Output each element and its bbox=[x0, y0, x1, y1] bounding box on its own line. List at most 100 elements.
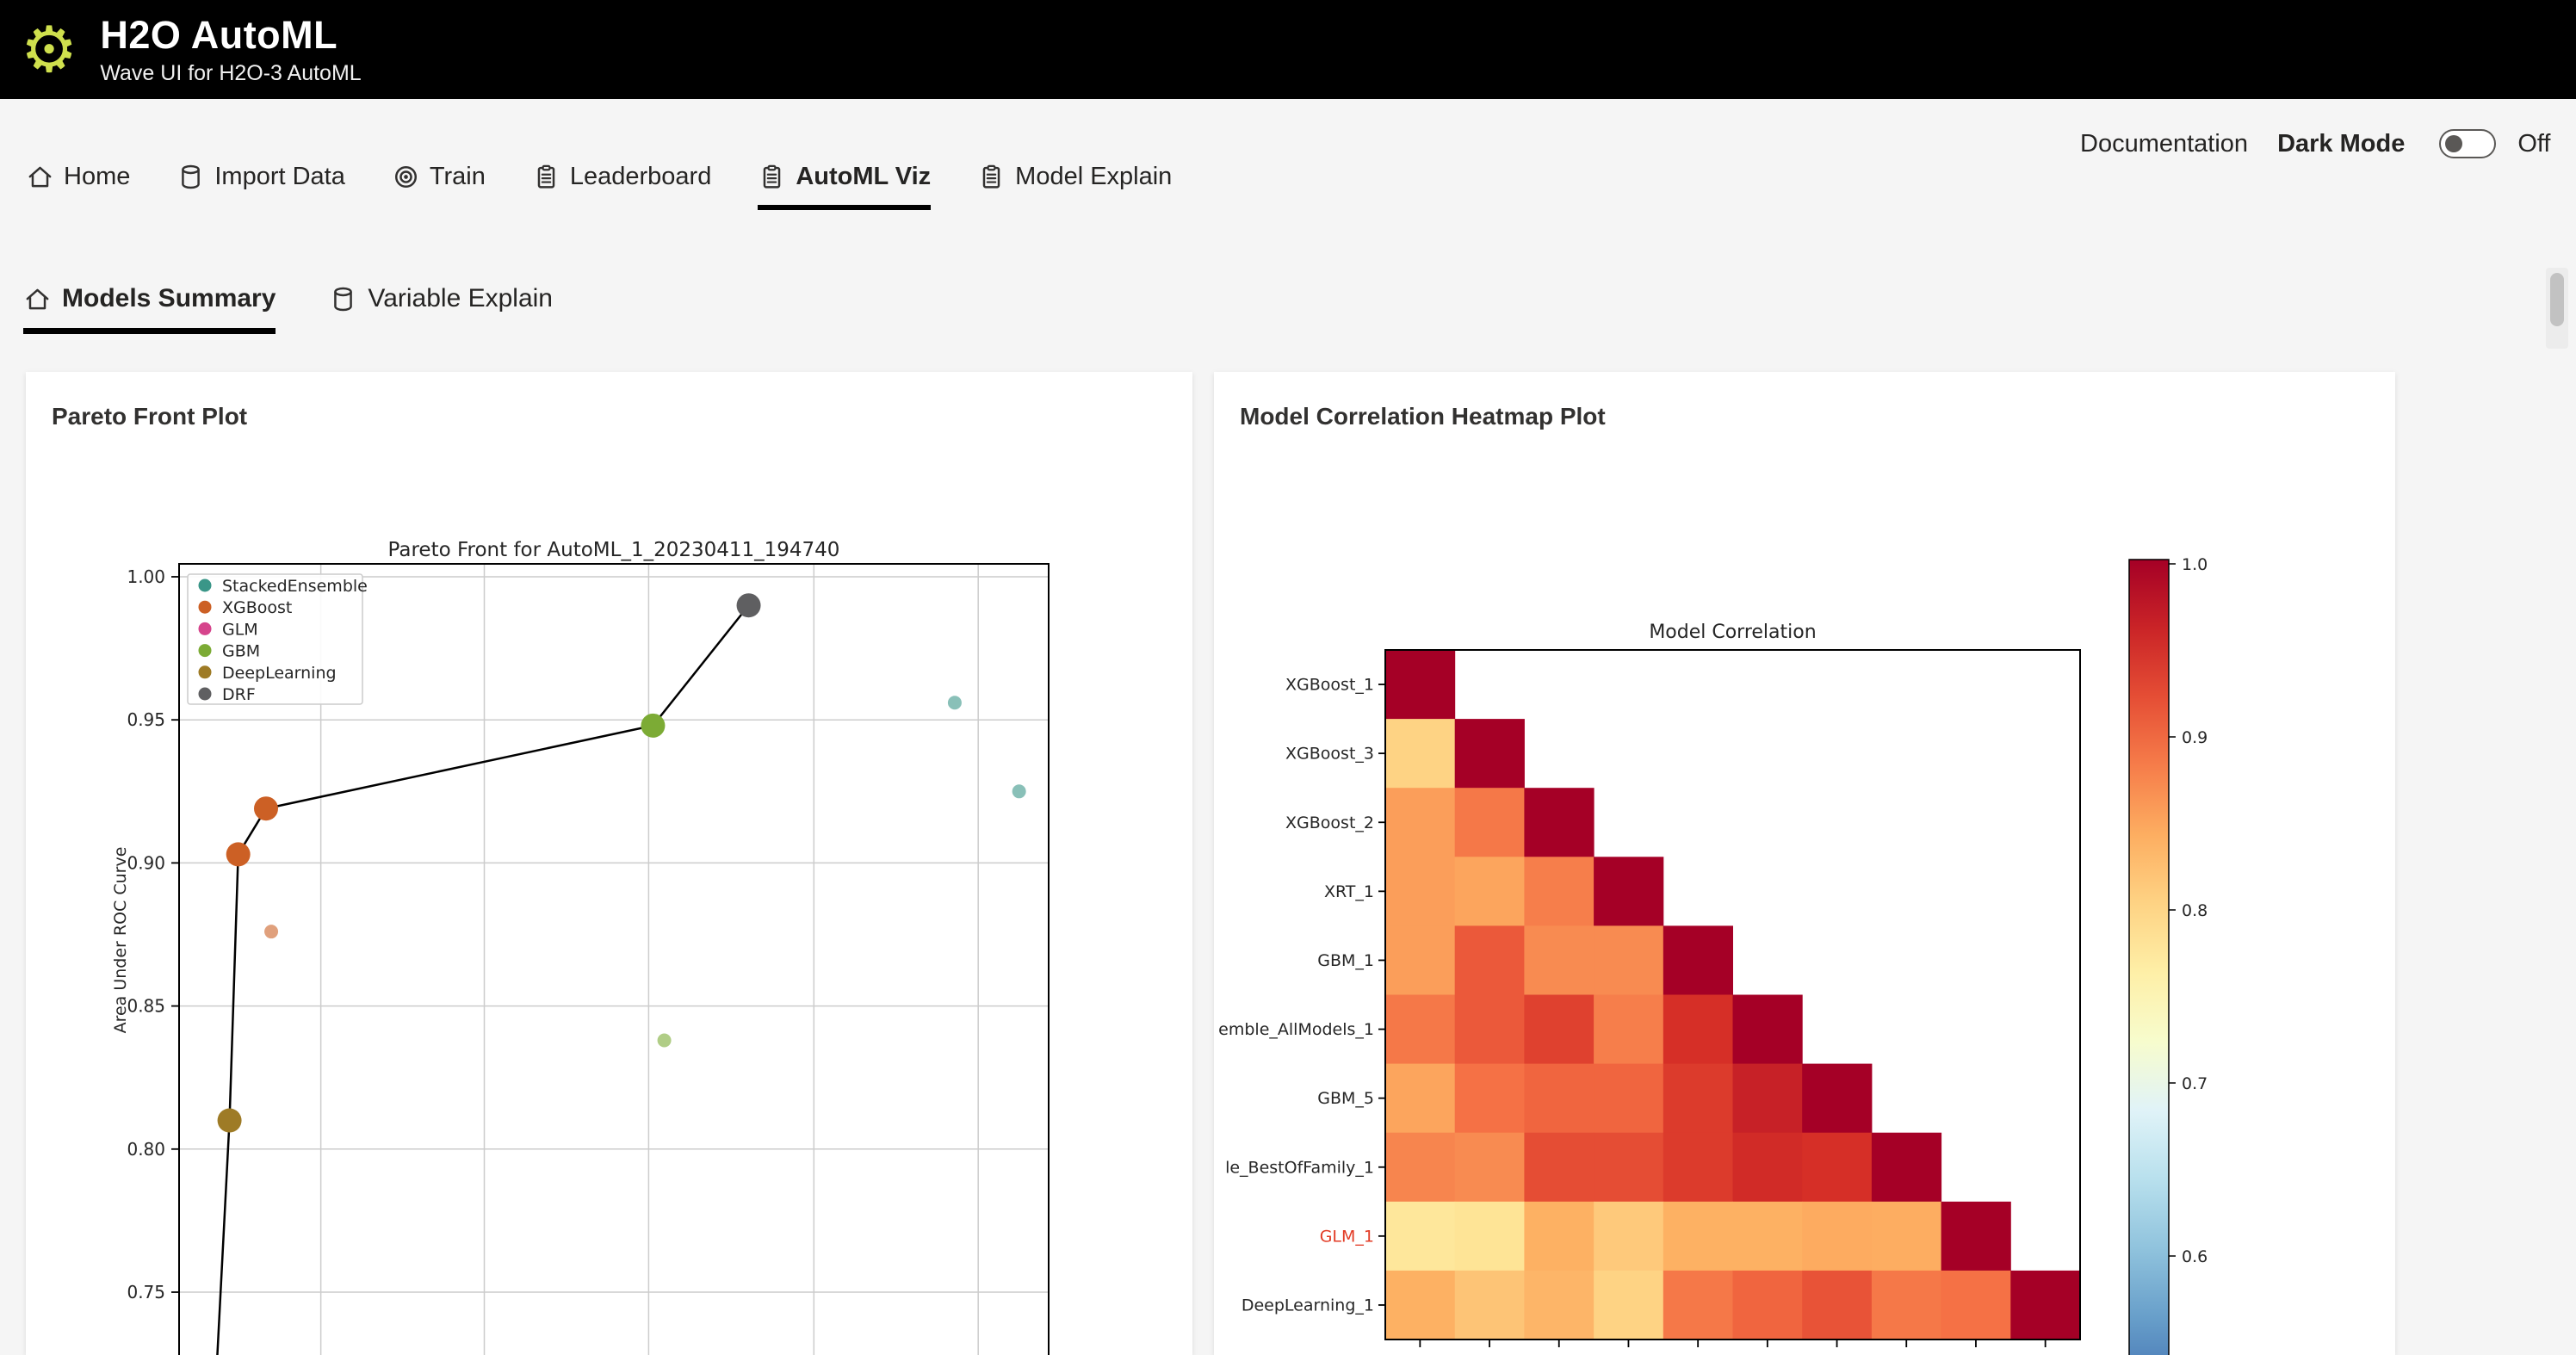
heatmap-row-label-gbm-5: GBM_5 bbox=[1317, 1089, 1374, 1108]
heatmap-cell bbox=[1385, 1063, 1456, 1134]
svg-text:0.80: 0.80 bbox=[127, 1139, 165, 1160]
database-icon bbox=[334, 287, 353, 311]
tab-leaderboard[interactable]: Leaderboard bbox=[532, 163, 711, 210]
pareto-front-card: Pareto Front Plot 1.00 0.95 0.90 0.85 0.80 0.… bbox=[26, 372, 1192, 1355]
heatmap-cell bbox=[1454, 719, 1525, 789]
svg-text:0.9: 0.9 bbox=[2182, 728, 2208, 747]
tab-model-explain[interactable]: Model Explain bbox=[977, 163, 1172, 210]
pareto-front-line bbox=[216, 604, 750, 1355]
nav-right-group: Documentation Dark Mode Off bbox=[2080, 129, 2550, 158]
dark-mode-toggle[interactable] bbox=[2439, 129, 2497, 158]
heatmap-cell bbox=[1663, 1201, 1733, 1271]
heatmap-cell bbox=[1663, 1063, 1733, 1134]
colorbar-ticks: 1.0 0.9 0.8 0.7 0.6 bbox=[2169, 555, 2208, 1266]
legend-label-xgboost: XGBoost bbox=[222, 598, 292, 617]
heatmap-cell bbox=[1732, 1132, 1803, 1203]
heatmap-cell bbox=[1594, 1201, 1664, 1271]
pareto-legend: StackedEnsemble XGBoost GLM GBM DeepLearning… bbox=[187, 573, 368, 705]
heatmap-cell bbox=[1454, 1270, 1525, 1340]
heatmap-cell bbox=[1594, 1063, 1664, 1134]
tab-import-data[interactable]: Import Data bbox=[176, 163, 345, 210]
heatmap-cell bbox=[1454, 1201, 1525, 1271]
tab-label: Import Data bbox=[214, 163, 345, 190]
legend-label-gbm: GBM bbox=[222, 642, 260, 661]
scatter-point-drf bbox=[736, 593, 761, 618]
heatmap-cell bbox=[1524, 1270, 1595, 1340]
heatmap-cells bbox=[1385, 650, 2081, 1340]
svg-text:0.85: 0.85 bbox=[127, 996, 165, 1017]
scatter-point-gbm bbox=[657, 1033, 672, 1048]
scatter-point-xgboost bbox=[264, 925, 279, 939]
heatmap-row-labels: XGBoost_1 XGBoost_3 XGBoost_2 XRT_1 GBM_1emb… bbox=[1218, 676, 1385, 1315]
secondary-nav: Models Summary Variable Explain bbox=[23, 284, 553, 334]
heatmap-cell bbox=[1594, 857, 1664, 926]
heatmap-cell bbox=[1663, 1132, 1733, 1203]
heatmap-plot-title: Model Correlation bbox=[1649, 622, 1816, 643]
svg-text:0.6: 0.6 bbox=[2182, 1247, 2208, 1266]
scatter-point-stackedensemble bbox=[947, 696, 962, 710]
legend-marker-stackedensemble bbox=[198, 579, 212, 592]
home-icon bbox=[28, 166, 52, 188]
svg-text:0.95: 0.95 bbox=[127, 709, 165, 730]
heatmap-frame bbox=[1384, 649, 2081, 1340]
heatmap-cell bbox=[1802, 1132, 1873, 1203]
heatmap-cell bbox=[1524, 788, 1595, 857]
tab-variable-explain[interactable]: Variable Explain bbox=[329, 284, 553, 334]
heatmap-cell bbox=[1454, 857, 1525, 926]
heatmap-cell bbox=[1802, 1270, 1873, 1340]
heatmap-cell bbox=[1524, 857, 1595, 926]
heatmap-cell bbox=[1454, 788, 1525, 857]
heatmap-cell bbox=[1594, 1270, 1664, 1340]
heatmap-row-label-le-bestoffamily-1: le_BestOfFamily_1 bbox=[1225, 1158, 1374, 1177]
heatmap-card-title: Model Correlation Heatmap Plot bbox=[1240, 403, 1606, 430]
documentation-link[interactable]: Documentation bbox=[2080, 129, 2249, 158]
heatmap-cell bbox=[1871, 1201, 1942, 1271]
heatmap-cell bbox=[1385, 1270, 1456, 1340]
legend-label-glm: GLM bbox=[222, 620, 258, 639]
heatmap-cell bbox=[1871, 1132, 1942, 1203]
pareto-gridlines bbox=[179, 564, 1049, 1355]
dark-mode-label: Dark Mode bbox=[2277, 129, 2406, 158]
page-scrollbar-thumb[interactable] bbox=[2550, 273, 2564, 326]
target-icon bbox=[394, 165, 417, 189]
heatmap-cell bbox=[1385, 994, 1456, 1065]
heatmap-cell bbox=[1663, 994, 1733, 1065]
colorbar-frame bbox=[2128, 559, 2170, 1355]
heatmap-cell bbox=[1385, 650, 1456, 720]
heatmap-cell bbox=[1454, 925, 1525, 995]
legend-marker-xgboost bbox=[198, 600, 212, 614]
heatmap-cell bbox=[1454, 1063, 1525, 1134]
heatmap-row-label-xrt-1: XRT_1 bbox=[1324, 882, 1374, 901]
heatmap-cell bbox=[1802, 1063, 1873, 1134]
svg-text:0.75: 0.75 bbox=[127, 1282, 165, 1302]
tab-models-summary[interactable]: Models Summary bbox=[23, 284, 276, 334]
tab-label: Models Summary bbox=[62, 284, 276, 312]
heatmap-cell bbox=[1385, 719, 1456, 789]
legend-label-stackedensemble: StackedEnsemble bbox=[222, 577, 368, 596]
pareto-plot-frame bbox=[178, 563, 1050, 1355]
tab-label: Model Explain bbox=[1015, 163, 1173, 190]
heatmap-cell bbox=[1385, 1132, 1456, 1203]
tab-train[interactable]: Train bbox=[392, 163, 486, 210]
svg-text:0.7: 0.7 bbox=[2182, 1074, 2208, 1093]
legend-marker-deeplearning bbox=[198, 665, 212, 679]
heatmap-cell bbox=[1732, 1201, 1803, 1271]
scatter-point-deeplearning bbox=[217, 1108, 242, 1133]
heatmap-row-label-glm-1: GLM_1 bbox=[1320, 1227, 1374, 1246]
tab-automl-viz[interactable]: AutoML Viz bbox=[758, 163, 932, 210]
app-header: ⚙ H2O AutoML Wave UI for H2O-3 AutoML bbox=[0, 0, 2576, 99]
primary-nav: Home Import Data Train Leaderboard AutoML Vi… bbox=[26, 99, 1172, 210]
pareto-y-axis-label: Area Under ROC Curve bbox=[111, 847, 130, 1034]
tab-home[interactable]: Home bbox=[26, 163, 130, 210]
tab-label: Variable Explain bbox=[368, 284, 553, 312]
tab-label: Train bbox=[429, 163, 486, 190]
app-title: H2O AutoML bbox=[100, 13, 338, 57]
heatmap-row-label-emble-allmodels-1: emble_AllModels_1 bbox=[1218, 1020, 1374, 1039]
svg-text:0.90: 0.90 bbox=[127, 852, 165, 873]
heatmap-cell bbox=[1663, 1270, 1733, 1340]
scatter-point-gbm bbox=[641, 713, 666, 738]
colorbar bbox=[2129, 560, 2169, 1355]
heatmap-cell bbox=[1524, 1063, 1595, 1134]
database-icon bbox=[182, 164, 201, 189]
heatmap-cell bbox=[1732, 1270, 1803, 1340]
